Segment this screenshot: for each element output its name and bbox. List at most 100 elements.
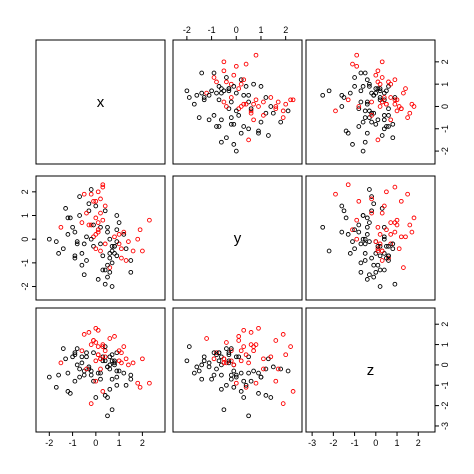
point — [116, 368, 122, 374]
point — [60, 346, 66, 351]
point — [358, 269, 364, 275]
diagonal-labels: x y z — [97, 94, 375, 379]
point — [238, 389, 244, 394]
point — [84, 234, 89, 240]
variable-label-x: x — [97, 94, 105, 111]
point — [377, 81, 383, 87]
point — [268, 354, 274, 360]
point — [128, 372, 134, 378]
point — [352, 75, 357, 80]
point — [86, 208, 92, 214]
point — [137, 384, 143, 390]
point — [352, 84, 357, 89]
point — [114, 239, 120, 244]
point — [201, 95, 207, 100]
point — [79, 220, 85, 225]
point — [109, 407, 115, 413]
point — [369, 196, 374, 202]
point — [226, 88, 232, 94]
point — [379, 248, 385, 254]
point — [356, 106, 362, 112]
point — [367, 84, 372, 89]
point — [405, 115, 410, 120]
point — [241, 344, 247, 349]
point — [356, 124, 362, 129]
point — [371, 274, 377, 280]
point — [392, 101, 398, 107]
point — [375, 79, 381, 85]
point — [401, 265, 406, 270]
point — [326, 88, 332, 94]
point — [377, 104, 383, 109]
point — [74, 346, 80, 351]
point — [95, 277, 101, 282]
point — [91, 243, 96, 249]
point — [341, 95, 347, 100]
point — [65, 215, 71, 221]
point — [362, 251, 368, 256]
point — [224, 75, 229, 80]
point — [381, 203, 387, 209]
point — [206, 92, 212, 98]
point — [256, 391, 261, 396]
point — [236, 354, 242, 360]
point — [364, 224, 370, 230]
tick-label-z: -2 — [440, 402, 450, 410]
point — [196, 368, 202, 374]
point — [102, 358, 108, 364]
point — [407, 110, 413, 116]
point — [135, 380, 141, 386]
point — [246, 354, 251, 360]
point — [95, 344, 101, 349]
point — [290, 97, 296, 103]
tick-label-z: -3 — [308, 438, 316, 448]
point — [98, 376, 103, 382]
point — [364, 215, 370, 221]
point — [231, 72, 237, 78]
point — [100, 184, 106, 190]
point — [381, 251, 387, 256]
point — [386, 253, 391, 259]
point — [409, 101, 415, 107]
point — [95, 227, 101, 233]
point — [275, 99, 281, 105]
point — [93, 358, 99, 364]
point — [219, 90, 224, 96]
point — [352, 227, 357, 233]
point — [107, 255, 113, 261]
point — [367, 220, 372, 225]
point — [241, 101, 247, 107]
point — [386, 79, 391, 85]
point — [201, 97, 207, 103]
point — [233, 90, 239, 96]
point — [93, 378, 99, 384]
point — [381, 126, 387, 132]
point — [216, 350, 222, 356]
point — [199, 70, 205, 76]
tick-label-x: -2 — [45, 438, 53, 448]
point — [93, 198, 99, 204]
point — [253, 97, 259, 103]
point — [114, 253, 120, 259]
point — [112, 334, 117, 339]
point — [246, 370, 251, 376]
point — [379, 75, 385, 80]
point — [341, 208, 347, 214]
point — [256, 370, 261, 376]
point — [137, 227, 143, 233]
point — [261, 356, 266, 362]
point — [91, 378, 96, 384]
point — [81, 372, 87, 378]
point — [386, 113, 391, 118]
point — [79, 354, 85, 360]
point — [63, 356, 68, 362]
point — [241, 327, 247, 333]
tick-label-y: 1 — [258, 25, 263, 35]
point — [375, 68, 381, 74]
point — [224, 382, 229, 388]
point — [114, 382, 120, 388]
point — [221, 407, 227, 413]
point — [107, 236, 113, 242]
point — [373, 269, 379, 275]
point — [288, 97, 293, 103]
